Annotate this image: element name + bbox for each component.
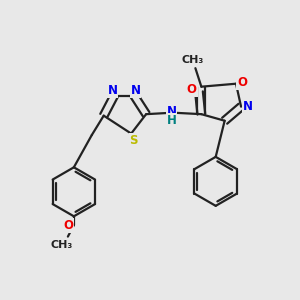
Text: O: O [237, 76, 247, 89]
Text: O: O [64, 219, 74, 232]
Text: CH₃: CH₃ [51, 240, 73, 250]
Text: S: S [129, 134, 138, 147]
Text: H: H [167, 114, 176, 127]
Text: CH₃: CH₃ [182, 55, 204, 64]
Text: N: N [243, 100, 253, 113]
Text: O: O [187, 83, 197, 97]
Text: N: N [131, 84, 141, 97]
Text: N: N [108, 84, 118, 97]
Text: N: N [167, 105, 176, 118]
